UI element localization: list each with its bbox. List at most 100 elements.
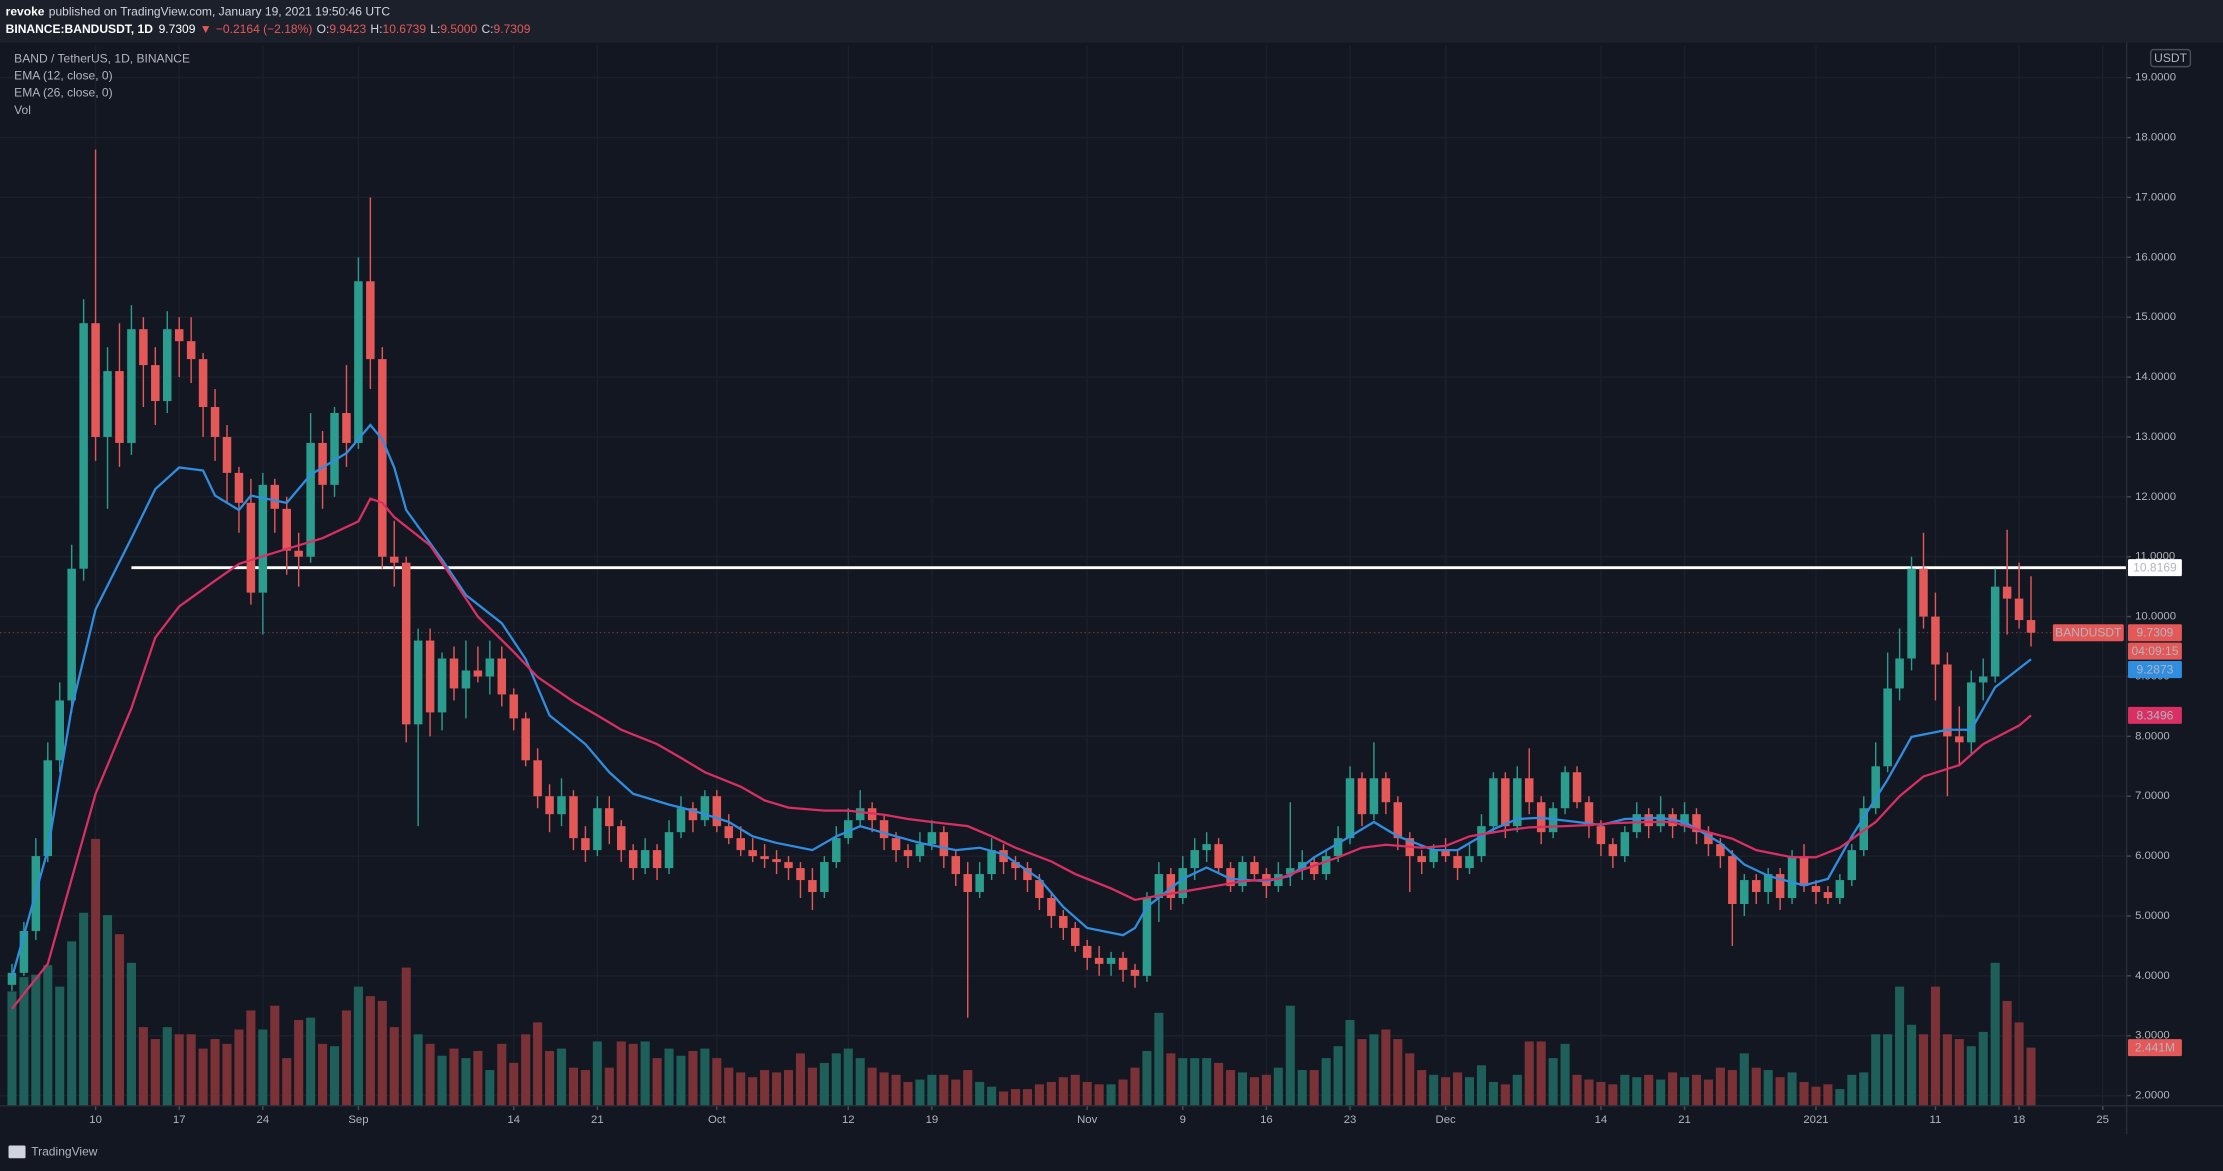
volume-bar <box>401 967 411 1106</box>
volume-bar <box>1859 1072 1869 1106</box>
volume-bar <box>819 1062 829 1106</box>
volume-bar <box>1751 1067 1761 1106</box>
x-tick-label: 17 <box>173 1114 186 1126</box>
volume-bar <box>31 974 41 1106</box>
candle-body <box>1740 880 1749 905</box>
x-tick-label: 23 <box>1344 1114 1357 1126</box>
volume-bar <box>1823 1084 1833 1106</box>
volume-bar <box>1369 1034 1379 1106</box>
candle-body <box>1166 874 1176 899</box>
ema-line <box>11 497 2032 1010</box>
ohlc-0-key: O: <box>317 22 330 36</box>
candle-body <box>640 850 650 869</box>
volume-bar <box>1345 1020 1355 1106</box>
volume-bar <box>1536 1041 1546 1106</box>
volume-bar <box>533 1022 543 1106</box>
candle-body <box>891 838 901 851</box>
candle-body <box>19 930 29 973</box>
candle-body <box>1059 915 1068 928</box>
volume-bar <box>198 1048 208 1106</box>
ohlc-2-key: L: <box>430 22 440 36</box>
candle-body <box>521 718 530 761</box>
candle-body <box>139 329 148 366</box>
volume-bar <box>1309 1070 1319 1106</box>
y-tick-label: 10.0000 <box>2135 611 2176 623</box>
candle-body <box>1477 826 1486 857</box>
candle-body <box>688 808 698 821</box>
volume-bar <box>1285 1005 1295 1106</box>
volume-bar <box>927 1074 937 1106</box>
candle-body <box>318 442 327 485</box>
down-arrow: ▼ <box>200 22 212 36</box>
level-label-box <box>2128 559 2182 577</box>
volume-bar <box>748 1077 758 1106</box>
ema26-label: 8.3496 <box>2137 708 2174 722</box>
volume-bar <box>1847 1074 1857 1106</box>
volume-bar <box>1453 1072 1463 1106</box>
volume-bar <box>413 1034 423 1106</box>
candle-body <box>676 808 686 833</box>
candle-body <box>43 760 53 857</box>
volume-bar <box>341 1010 352 1106</box>
volume-bar <box>688 1050 698 1106</box>
volume-bar <box>1775 1077 1785 1106</box>
x-tick-label: Oct <box>708 1114 726 1126</box>
logo-icon <box>8 1145 26 1159</box>
candle-body <box>1333 838 1343 857</box>
candle-body <box>1357 778 1367 815</box>
candle-body <box>2014 598 2024 621</box>
candle-body <box>103 371 112 437</box>
candle-body <box>1990 586 2000 677</box>
candle-body <box>1130 969 1140 976</box>
candle-body <box>258 484 268 593</box>
volume-bar <box>258 1029 268 1106</box>
candle-body <box>1835 880 1845 899</box>
ohlc-2-value: 9.5000 <box>440 22 477 36</box>
volume-bar <box>975 1081 985 1106</box>
candle-body <box>1596 826 1606 845</box>
candle-body <box>628 850 638 869</box>
volume-bar <box>1118 1079 1128 1106</box>
candle-body <box>772 859 781 863</box>
candle-body <box>700 796 710 821</box>
candle-body <box>927 832 937 845</box>
volume-bar <box>55 986 65 1106</box>
candle-body <box>1620 832 1630 857</box>
volume-bar <box>1082 1081 1092 1106</box>
volume-bar <box>664 1048 674 1106</box>
candle-body <box>652 850 662 869</box>
candle-body <box>449 658 459 689</box>
volume-bar <box>43 965 53 1106</box>
candle-body <box>1393 802 1403 839</box>
volume-bar <box>1237 1072 1248 1106</box>
candle-body <box>616 826 626 851</box>
last-price-label-box <box>2128 624 2182 642</box>
ohlc-3-key: C: <box>481 22 493 36</box>
legend-ema26: EMA (26, close, 0) <box>14 86 112 100</box>
volume-bar <box>628 1043 638 1106</box>
legend-title: BAND / TetherUS, 1D, BINANCE <box>14 52 190 66</box>
candle-body <box>796 868 805 881</box>
volume-bar <box>879 1072 889 1106</box>
x-tick-label: 16 <box>1260 1114 1273 1126</box>
volume-bar <box>1190 1058 1200 1106</box>
candle-body <box>246 502 256 593</box>
volume-bar <box>700 1048 710 1106</box>
volume-bar <box>1022 1089 1032 1106</box>
volume-bar <box>1261 1074 1271 1106</box>
candle-body <box>1704 832 1713 845</box>
candle-body <box>270 484 280 509</box>
y-tick-label: 16.0000 <box>2135 251 2176 263</box>
x-tick-label: 18 <box>2013 1114 2026 1126</box>
candle-body <box>222 436 232 473</box>
candle-body <box>605 808 614 827</box>
volume-bar <box>67 941 77 1106</box>
volume-bar <box>1249 1077 1259 1106</box>
volume-bar <box>891 1074 901 1106</box>
symbol-tag-box <box>2052 624 2124 642</box>
volume-bar <box>760 1070 770 1106</box>
candle-body <box>186 341 196 360</box>
candle-body <box>1178 868 1188 899</box>
volume-bar <box>1500 1084 1510 1106</box>
